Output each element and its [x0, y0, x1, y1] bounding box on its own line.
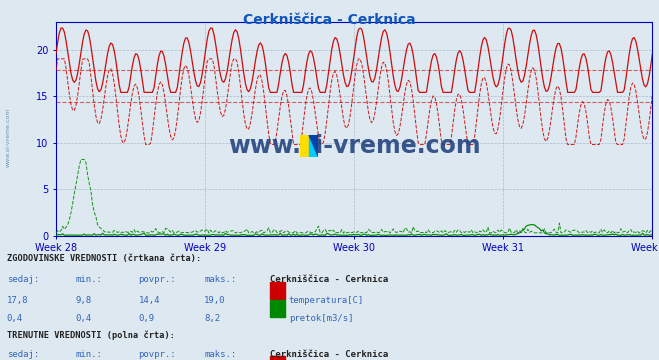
Text: 17,8: 17,8 [7, 296, 28, 305]
Text: temperatura[C]: temperatura[C] [289, 296, 364, 305]
Text: Cerkniščica - Cerknica: Cerkniščica - Cerknica [270, 275, 388, 284]
Text: min.:: min.: [76, 350, 103, 359]
Text: 8,2: 8,2 [204, 314, 220, 323]
Text: pretok[m3/s]: pretok[m3/s] [289, 314, 353, 323]
Text: 14,4: 14,4 [138, 296, 160, 305]
Polygon shape [309, 135, 318, 157]
Text: Cerkniščica - Cerknica: Cerkniščica - Cerknica [270, 350, 388, 359]
Text: 9,8: 9,8 [76, 296, 92, 305]
Text: min.:: min.: [76, 275, 103, 284]
Text: 0,4: 0,4 [7, 314, 22, 323]
Text: povpr.:: povpr.: [138, 275, 176, 284]
Text: 0,9: 0,9 [138, 314, 154, 323]
Text: sedaj:: sedaj: [7, 350, 39, 359]
Text: maks.:: maks.: [204, 350, 237, 359]
Text: ZGODOVINSKE VREDNOSTI (črtkana črta):: ZGODOVINSKE VREDNOSTI (črtkana črta): [7, 254, 201, 263]
Text: 19,0: 19,0 [204, 296, 226, 305]
Bar [300, 135, 309, 157]
Text: 0,4: 0,4 [76, 314, 92, 323]
Text: sedaj:: sedaj: [7, 275, 39, 284]
Text: www.si-vreme.com: www.si-vreme.com [5, 107, 11, 167]
Text: povpr.:: povpr.: [138, 350, 176, 359]
Text: maks.:: maks.: [204, 275, 237, 284]
Text: TRENUTNE VREDNOSTI (polna črta):: TRENUTNE VREDNOSTI (polna črta): [7, 330, 175, 339]
Bar [309, 135, 318, 157]
Text: Cerkniščica - Cerknica: Cerkniščica - Cerknica [243, 13, 416, 27]
Text: www.si-vreme.com: www.si-vreme.com [228, 134, 480, 158]
